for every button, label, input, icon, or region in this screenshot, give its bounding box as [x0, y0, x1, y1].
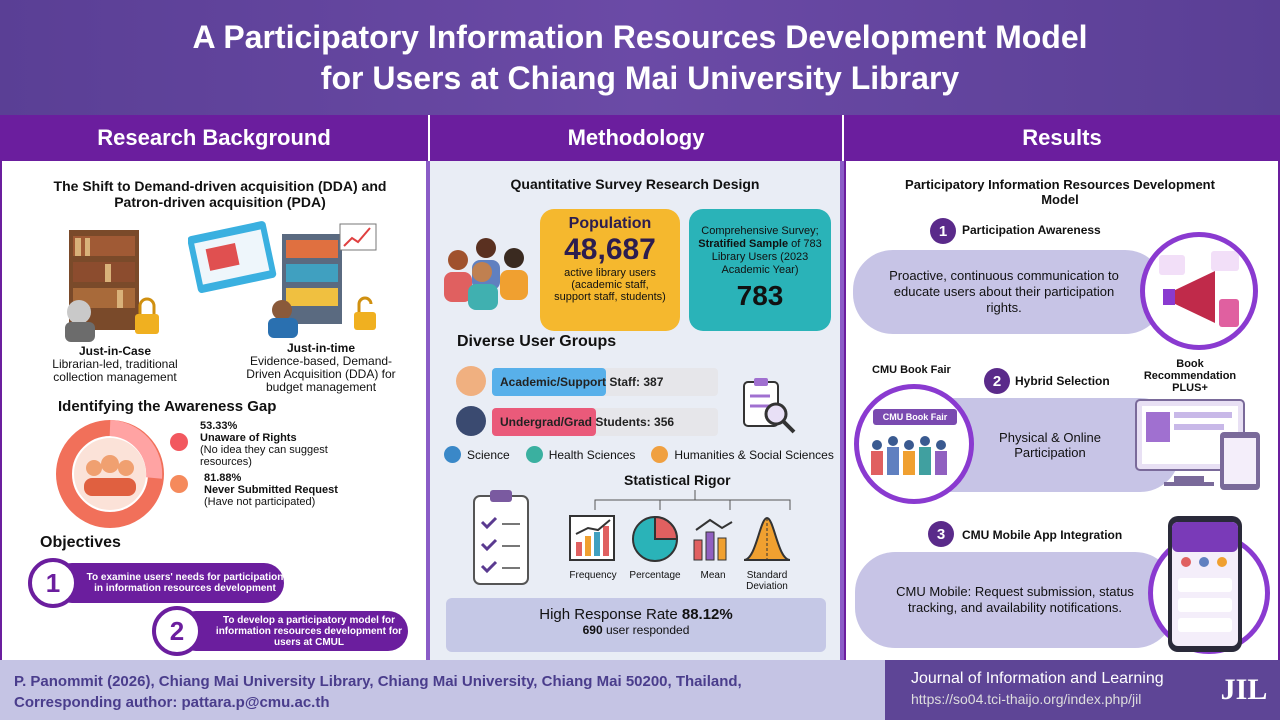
response-value: 88.12%	[681, 606, 733, 623]
footer-citation: P. Panommit (2026), Chiang Mai Universit…	[0, 660, 885, 720]
stat2-dot	[170, 475, 188, 493]
stat2-label: Never Submitted Request	[204, 484, 338, 496]
phone-illustration	[1168, 516, 1242, 652]
design-title: Quantitative Survey Research Design	[510, 176, 760, 192]
jit-desc: Evidence-based, Demand-Driven Acquisitio…	[246, 354, 396, 394]
staff-icon	[456, 366, 486, 396]
awareness-donut-illustration	[56, 420, 164, 528]
header-banner: A Participatory Information Resources De…	[0, 0, 1280, 115]
browser-window-illustration	[188, 221, 277, 293]
frequency-icon	[569, 515, 615, 561]
checklist-icon	[473, 490, 529, 585]
objective-2: To develop a participatory model for inf…	[176, 611, 408, 651]
just-in-case: Just-in-Case Librarian-led, traditional …	[35, 345, 195, 384]
population-card: Population 48,687 active library users (…	[540, 209, 680, 331]
just-in-time: Just-in-time Evidence-based, Demand-Driv…	[238, 342, 404, 394]
population-value: 48,687	[564, 233, 656, 266]
citation-text: P. Panommit (2026), Chiang Mai Universit…	[14, 673, 742, 690]
stat1: 53.33% Unaware of Rights (No idea they c…	[200, 420, 420, 468]
group1-bar: Academic/Support Staff: 387	[492, 368, 663, 396]
methodology-heading: Methodology	[430, 115, 842, 161]
stat2-value: 81.88%	[204, 472, 242, 484]
item3-number: 3	[928, 521, 954, 547]
item2-desc: Physical & Online Participation	[999, 430, 1101, 460]
jic-title: Just-in-Case	[78, 344, 152, 358]
model-title: Participatory Information Resources Deve…	[905, 177, 1215, 207]
item2-number: 2	[984, 368, 1010, 394]
stat1-desc: (No idea they can suggest resources)	[200, 444, 328, 468]
humanities-icon	[651, 446, 669, 463]
title-line-2: for Users at Chiang Mai University Libra…	[320, 59, 960, 96]
stat-frequency: Frequency	[569, 570, 617, 581]
stat-std: Standard Deviation	[746, 570, 788, 592]
bookrec-label: Book Recommendation PLUS+	[1143, 358, 1237, 394]
population-desc: active library users (academic staff, su…	[554, 267, 666, 303]
sample-card: Comprehensive Survey; Stratified Sample …	[689, 209, 831, 331]
item3-title: CMU Mobile App Integration	[962, 528, 1123, 542]
stat-mean: Mean	[700, 570, 726, 581]
stat1-dot	[170, 433, 188, 451]
jil-logo: JIL	[1220, 673, 1268, 706]
magnifier-clipboard-icon	[743, 378, 796, 434]
bookshelf-unlock-illustration	[268, 223, 377, 338]
gap-title: Identifying the Awareness Gap	[58, 398, 277, 415]
bookshelf-lock-illustration	[65, 230, 159, 342]
objective-1: To examine users' needs for participatio…	[52, 563, 284, 603]
standard-deviation-icon	[743, 516, 791, 561]
journal-name: Journal of Information and Learning	[911, 670, 1164, 687]
title-line-1: A Participatory Information Resources De…	[192, 18, 1088, 55]
rigor-title: Statistical Rigor	[624, 472, 731, 488]
stat2-desc: (Have not participated)	[204, 496, 316, 508]
bookfair-banner: CMU Book Fair	[873, 409, 957, 425]
devices-illustration	[1135, 399, 1260, 490]
objective-2-text: To develop a participatory model for inf…	[215, 614, 403, 648]
health-icon	[525, 446, 543, 463]
item1-title: Participation Awareness	[962, 223, 1101, 237]
population-label: Population	[568, 215, 652, 232]
research-background-heading: Research Background	[0, 115, 428, 161]
objective-1-number: 1	[28, 558, 78, 608]
footer-journal: Journal of Information and Learning http…	[885, 660, 1280, 720]
group2-bar: Undergrad/Grad Students: 356	[492, 408, 674, 436]
bookfair-illustration: CMU Book Fair	[854, 384, 974, 504]
science-icon	[444, 446, 461, 463]
item3-desc: CMU Mobile: Request submission, status t…	[896, 584, 1134, 615]
stat2: 81.88% Never Submitted Request (Have not…	[204, 472, 404, 508]
mean-icon	[693, 518, 733, 561]
objective-2-number: 2	[152, 606, 202, 656]
jit-title: Just-in-time	[286, 341, 355, 355]
shift-title: The Shift to Demand-driven acquisition (…	[53, 178, 387, 210]
groups-title: Diverse User Groups	[457, 333, 617, 350]
percentage-icon	[632, 515, 679, 562]
field-health: Health Sciences	[548, 447, 636, 462]
field-science: Science	[467, 447, 510, 462]
item1-pill: Proactive, continuous communication to e…	[853, 250, 1165, 334]
rigor-connector	[594, 490, 791, 510]
item1-desc: Proactive, continuous communication to e…	[889, 268, 1119, 315]
journal-url[interactable]: https://so04.tci-thaijo.org/index.php/ji…	[911, 691, 1142, 707]
item3-pill: CMU Mobile: Request submission, status t…	[855, 552, 1175, 648]
megaphone-illustration	[1140, 232, 1258, 350]
stat1-label: Unaware of Rights	[200, 432, 297, 444]
graduate-icon	[456, 406, 486, 436]
stat-percentage: Percentage	[629, 570, 681, 581]
objectives-title: Objectives	[40, 534, 121, 551]
fields-row: Science Health Sciences Humanities & Soc…	[444, 446, 844, 463]
bookfair-label: CMU Book Fair	[872, 364, 951, 376]
stat1-value: 53.33%	[200, 420, 238, 432]
jic-desc: Librarian-led, traditional collection ma…	[52, 357, 178, 384]
results-heading: Results	[844, 115, 1280, 161]
objective-1-text: To examine users' needs for participatio…	[86, 572, 284, 594]
sample-value: 783	[736, 280, 784, 311]
user-group-illustration	[444, 238, 528, 310]
item1-number: 1	[930, 218, 956, 244]
item2-title: Hybrid Selection	[1015, 374, 1110, 388]
corresponding-author[interactable]: Corresponding author: pattara.p@cmu.ac.t…	[14, 694, 330, 711]
response-rate-box: High Response Rate 88.12% 690 user respo…	[446, 598, 826, 652]
field-humanities: Humanities & Social Sciences	[674, 447, 834, 462]
